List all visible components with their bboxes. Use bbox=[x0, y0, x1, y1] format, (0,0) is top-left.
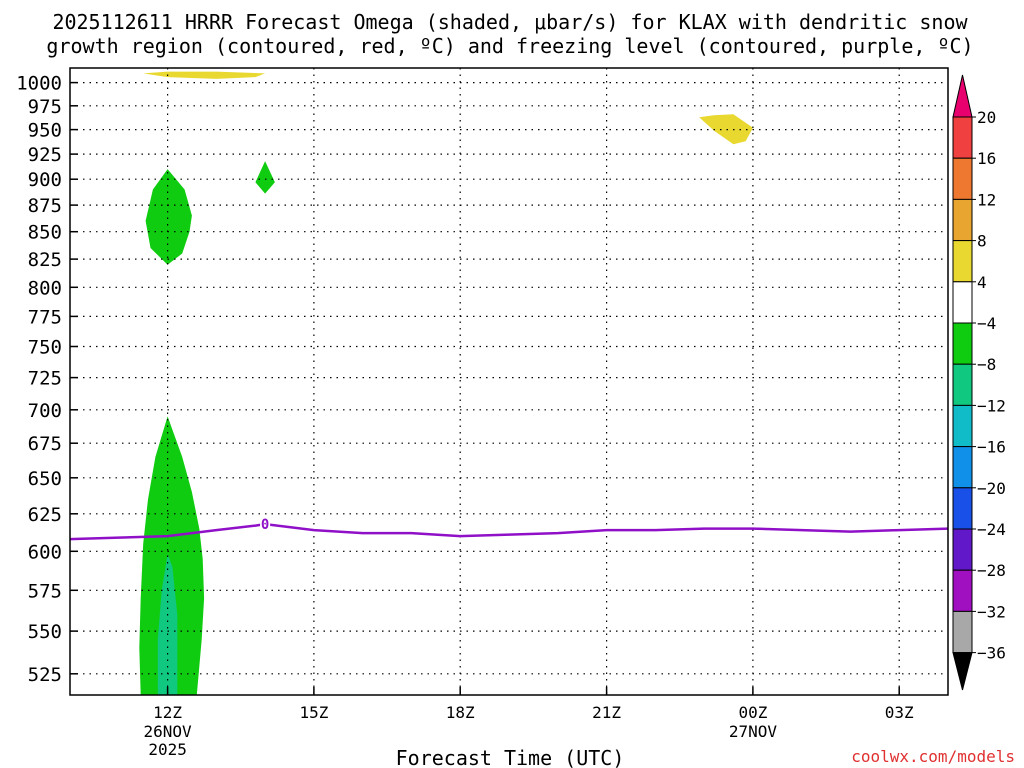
y-tick-label-900: 900 bbox=[28, 169, 62, 191]
colorbar-label-12: −32 bbox=[977, 602, 1006, 621]
colorbar-box-6 bbox=[952, 322, 973, 365]
colorbar-label-1: 16 bbox=[977, 149, 996, 168]
x-tick-date-24: 27NOV bbox=[729, 722, 778, 741]
colorbar-label-7: −12 bbox=[977, 396, 1006, 415]
y-tick-label-950: 950 bbox=[28, 120, 62, 142]
colorbar-label-4: 4 bbox=[977, 273, 987, 292]
freezing-level-line bbox=[69, 522, 949, 541]
colorbar-box-7 bbox=[952, 363, 973, 406]
y-tick-label-525: 525 bbox=[28, 664, 62, 686]
x-tick-year-12: 2025 bbox=[148, 740, 187, 759]
y-tick-label-1000: 1000 bbox=[16, 73, 62, 95]
y-tick-label-700: 700 bbox=[28, 400, 62, 422]
omega-region-3 bbox=[255, 161, 275, 194]
plot-background bbox=[70, 68, 948, 695]
y-tick-label-800: 800 bbox=[28, 277, 62, 299]
colorbar-box-11 bbox=[952, 528, 973, 571]
x-tick-label-24: 00Z bbox=[738, 703, 767, 722]
y-tick-label-650: 650 bbox=[28, 468, 62, 490]
colorbar-box-3 bbox=[952, 198, 973, 242]
y-tick-label-850: 850 bbox=[28, 222, 62, 244]
colorbar: 20 16 12 8 4 −4 −8 −12 −16 −20 −24 −28 −32 −36 bbox=[952, 74, 1006, 691]
colorbar-box-10 bbox=[952, 487, 973, 530]
plot-frame bbox=[69, 67, 949, 696]
colorbar-label-5: −4 bbox=[977, 314, 996, 333]
plot-area: 0 bbox=[69, 67, 949, 696]
freezing-level-label: 0 bbox=[261, 517, 269, 533]
x-tick-label-12: 12Z bbox=[153, 703, 182, 722]
x-tick-label-27: 03Z bbox=[885, 703, 914, 722]
y-tick-label-675: 675 bbox=[28, 433, 62, 455]
omega-region-0 bbox=[139, 416, 205, 695]
y-axis-pressure-labels: 525 550 575 600 625 650 675 700 725 750 775 800 825 8… bbox=[16, 73, 78, 686]
colorbar-box-9 bbox=[952, 446, 973, 489]
omega-shading bbox=[139, 71, 753, 695]
y-tick-label-550: 550 bbox=[28, 621, 62, 643]
omega-region-2 bbox=[145, 169, 192, 265]
colorbar-label-11: −28 bbox=[977, 561, 1006, 580]
colorbar-label-6: −8 bbox=[977, 355, 996, 374]
x-tick-label-15: 15Z bbox=[299, 703, 328, 722]
grid-lines bbox=[70, 68, 948, 695]
colorbar-box-8 bbox=[952, 404, 973, 448]
y-tick-label-725: 725 bbox=[28, 368, 62, 390]
colorbar-box-12 bbox=[952, 569, 973, 612]
colorbar-label-13: −36 bbox=[977, 644, 1006, 663]
colorbar-bottom-arrow bbox=[952, 652, 973, 691]
y-tick-label-625: 625 bbox=[28, 504, 62, 526]
y-tick-label-975: 975 bbox=[28, 96, 62, 118]
colorbar-box-4 bbox=[952, 240, 973, 283]
y-tick-label-600: 600 bbox=[28, 541, 62, 563]
colorbar-top-arrow bbox=[952, 74, 973, 118]
y-tick-label-575: 575 bbox=[28, 580, 62, 602]
colorbar-box-13 bbox=[952, 610, 973, 654]
y-tick-label-775: 775 bbox=[28, 306, 62, 328]
y-tick-label-875: 875 bbox=[28, 195, 62, 217]
chart-title-line1: 2025112611 HRRR Forecast Omega (shaded, … bbox=[52, 10, 968, 34]
colorbar-box-5 bbox=[952, 281, 973, 324]
x-tick-label-21: 21Z bbox=[592, 703, 621, 722]
colorbar-box-1 bbox=[952, 116, 973, 159]
x-axis-title: Forecast Time (UTC) bbox=[396, 746, 625, 768]
omega-region-1 bbox=[157, 554, 178, 695]
colorbar-label-10: −24 bbox=[977, 520, 1006, 539]
y-tick-label-925: 925 bbox=[28, 144, 62, 166]
credit-text: coolwx.com/models bbox=[851, 747, 1015, 766]
chart-title-line2: growth region (contoured, red, ºC) and f… bbox=[46, 34, 973, 58]
y-tick-label-750: 750 bbox=[28, 337, 62, 359]
omega-region-4 bbox=[699, 114, 753, 145]
colorbar-box-2 bbox=[952, 157, 973, 200]
omega-region-5 bbox=[143, 71, 266, 79]
x-tick-label-18: 18Z bbox=[446, 703, 475, 722]
y-tick-label-825: 825 bbox=[28, 249, 62, 271]
freezing-label-bg bbox=[260, 516, 271, 531]
colorbar-label-9: −20 bbox=[977, 479, 1006, 498]
freezing-level-contour: 0 bbox=[69, 516, 949, 541]
colorbar-label-2: 12 bbox=[977, 190, 996, 209]
colorbar-label-3: 8 bbox=[977, 232, 987, 251]
colorbar-label-0: 20 bbox=[977, 108, 996, 127]
x-tick-date-12: 26NOV bbox=[144, 722, 193, 741]
colorbar-label-8: −16 bbox=[977, 438, 1006, 457]
